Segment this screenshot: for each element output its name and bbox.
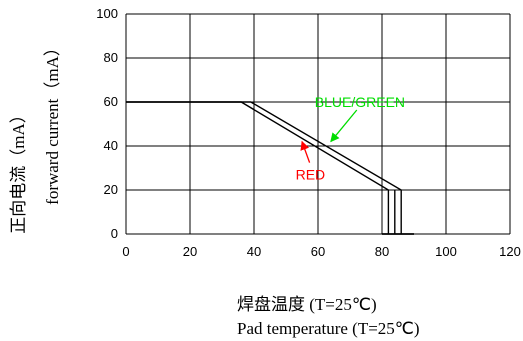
x-tick-labels: 0 20 40 60 80 100 120 [122, 244, 520, 259]
x-tick-label: 100 [435, 244, 457, 259]
x-tick-label: 80 [375, 244, 389, 259]
x-tick-label: 40 [247, 244, 261, 259]
annotation-arrow [300, 140, 311, 163]
series-line-blue-green [126, 101, 414, 235]
annotation-label: BLUE/GREEN [315, 94, 405, 110]
y-tick-label: 40 [104, 138, 118, 153]
y-axis-label-chinese: 正向电流（mA） [9, 106, 28, 234]
y-tick-label: 20 [104, 182, 118, 197]
annotation-arrow [330, 109, 358, 143]
series-lines [126, 101, 414, 235]
x-axis-label-chinese: 焊盘温度 (T=25℃) [237, 295, 377, 314]
annotations: BLUE/GREEN RED [296, 94, 405, 183]
y-axis-label-english: forward current（mA） [43, 39, 62, 205]
grid [125, 13, 511, 235]
y-tick-label: 80 [104, 50, 118, 65]
annotation-label: RED [296, 167, 326, 183]
y-tick-label: 100 [96, 6, 118, 21]
x-tick-label: 0 [122, 244, 129, 259]
y-tick-label: 60 [104, 94, 118, 109]
y-tick-label: 0 [111, 226, 118, 241]
x-tick-label: 60 [311, 244, 325, 259]
series-line-red [126, 101, 414, 235]
y-tick-labels: 0 20 40 60 80 100 [96, 6, 118, 241]
x-tick-label: 20 [183, 244, 197, 259]
x-tick-label: 120 [499, 244, 521, 259]
x-axis-label-english: Pad temperature (T=25℃) [237, 319, 420, 338]
